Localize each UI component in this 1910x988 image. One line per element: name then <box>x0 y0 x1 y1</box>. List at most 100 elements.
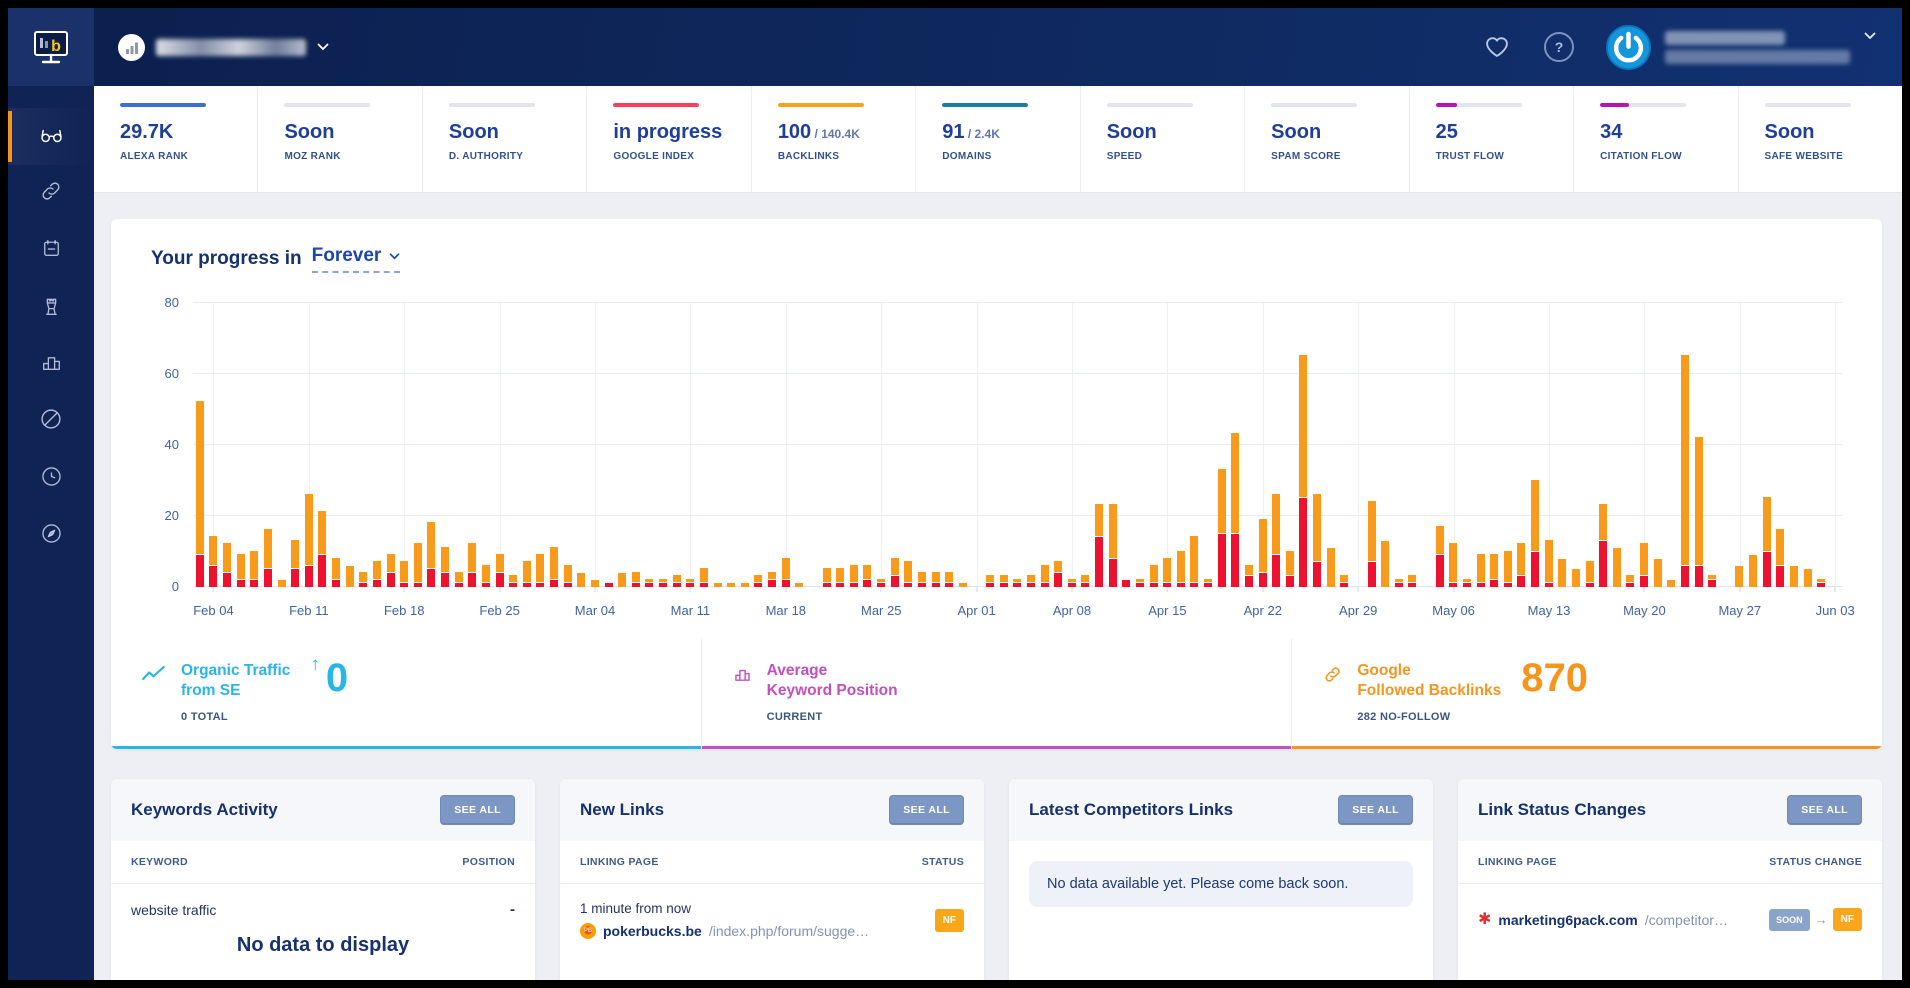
stacked-bar[interactable] <box>1776 529 1785 587</box>
stacked-bar[interactable] <box>1571 569 1580 587</box>
sidebar-item-disavow[interactable] <box>8 393 94 450</box>
stacked-bar[interactable] <box>1081 575 1090 587</box>
stacked-bar[interactable] <box>1095 504 1104 587</box>
stacked-bar[interactable] <box>1367 500 1376 587</box>
stacked-bar[interactable] <box>1667 579 1676 587</box>
stacked-bar[interactable] <box>400 561 409 587</box>
stacked-bar[interactable] <box>577 572 586 587</box>
stacked-bar[interactable] <box>1217 468 1226 587</box>
see-all-button[interactable]: SEE ALL <box>440 795 515 826</box>
period-dropdown[interactable]: Forever <box>311 245 401 273</box>
stacked-bar[interactable] <box>999 575 1008 587</box>
stacked-bar[interactable] <box>1762 497 1771 587</box>
stacked-bar[interactable] <box>1231 433 1240 587</box>
stacked-bar[interactable] <box>454 571 463 587</box>
stacked-bar[interactable] <box>495 554 504 587</box>
stacked-bar[interactable] <box>291 539 300 587</box>
stacked-bar[interactable] <box>1013 578 1022 587</box>
stacked-bar[interactable] <box>1749 555 1758 587</box>
stacked-bar[interactable] <box>604 583 613 587</box>
stacked-bar[interactable] <box>1435 525 1444 587</box>
stacked-bar[interactable] <box>1244 564 1253 587</box>
stacked-bar[interactable] <box>1476 554 1485 587</box>
see-all-button[interactable]: SEE ALL <box>889 795 964 826</box>
help-icon[interactable]: ? <box>1544 32 1574 62</box>
stacked-bar[interactable] <box>468 543 477 587</box>
stacked-bar[interactable] <box>727 583 736 587</box>
stacked-bar[interactable] <box>1640 543 1649 587</box>
stacked-bar[interactable] <box>263 529 272 587</box>
linking-page-link[interactable]: PB pokerbucks.be/index.php/forum/sugge… <box>580 923 869 940</box>
stacked-bar[interactable] <box>822 568 831 587</box>
stacked-bar[interactable] <box>1708 575 1717 587</box>
see-all-button[interactable]: SEE ALL <box>1338 795 1413 826</box>
stacked-bar[interactable] <box>1612 547 1621 587</box>
stacked-bar[interactable] <box>1680 355 1689 587</box>
stacked-bar[interactable] <box>1326 547 1335 587</box>
stacked-bar[interactable] <box>958 583 967 587</box>
stacked-bar[interactable] <box>1599 504 1608 587</box>
stacked-bar[interactable] <box>699 568 708 587</box>
stacked-bar[interactable] <box>1313 493 1322 587</box>
stacked-bar[interactable] <box>236 554 245 587</box>
stacked-bar[interactable] <box>223 543 232 587</box>
stacked-bar[interactable] <box>1299 355 1308 587</box>
stacked-bar[interactable] <box>1176 550 1185 587</box>
stacked-bar[interactable] <box>713 583 722 587</box>
stacked-bar[interactable] <box>1108 504 1117 587</box>
sidebar-item-podium[interactable] <box>8 336 94 393</box>
stacked-bar[interactable] <box>1163 557 1172 587</box>
stacked-bar[interactable] <box>672 575 681 587</box>
stacked-bar[interactable] <box>768 571 777 587</box>
stacked-bar[interactable] <box>386 554 395 587</box>
stacked-bar[interactable] <box>781 557 790 587</box>
stacked-bar[interactable] <box>931 571 940 587</box>
stacked-bar[interactable] <box>1735 565 1744 587</box>
stacked-bar[interactable] <box>645 578 654 587</box>
stacked-bar[interactable] <box>631 571 640 587</box>
sidebar-item-compass[interactable] <box>8 507 94 564</box>
stacked-bar[interactable] <box>863 564 872 587</box>
stacked-bar[interactable] <box>1135 578 1144 587</box>
stacked-bar[interactable] <box>1490 554 1499 587</box>
stacked-bar[interactable] <box>441 546 450 587</box>
sidebar-item-rook[interactable] <box>8 279 94 336</box>
stacked-bar[interactable] <box>1462 578 1471 587</box>
domain-selector[interactable] <box>118 33 329 61</box>
sidebar-item-calendar[interactable] <box>8 222 94 279</box>
stacked-bar[interactable] <box>1204 578 1213 587</box>
chevron-down-icon[interactable] <box>1864 32 1876 40</box>
stacked-bar[interactable] <box>1626 575 1635 587</box>
stacked-bar[interactable] <box>1817 578 1826 587</box>
sidebar-item-glasses[interactable] <box>8 108 94 165</box>
sidebar-item-link[interactable] <box>8 165 94 222</box>
stacked-bar[interactable] <box>1067 578 1076 587</box>
avatar[interactable] <box>1606 24 1651 70</box>
stacked-bar[interactable] <box>1054 561 1063 587</box>
stacked-bar[interactable] <box>304 493 313 587</box>
stacked-bar[interactable] <box>209 536 218 587</box>
stacked-bar[interactable] <box>1585 561 1594 587</box>
stacked-bar[interactable] <box>250 550 259 587</box>
stacked-bar[interactable] <box>1408 575 1417 587</box>
stacked-bar[interactable] <box>1531 479 1540 587</box>
stacked-bar[interactable] <box>1394 578 1403 587</box>
stacked-bar[interactable] <box>359 571 368 587</box>
see-all-button[interactable]: SEE ALL <box>1787 795 1862 826</box>
stacked-bar[interactable] <box>1040 564 1049 587</box>
stacked-bar[interactable] <box>1789 565 1798 587</box>
stacked-bar[interactable] <box>563 564 572 587</box>
stacked-bar[interactable] <box>550 546 559 587</box>
stacked-bar[interactable] <box>1026 575 1035 587</box>
stacked-bar[interactable] <box>590 579 599 587</box>
stacked-bar[interactable] <box>795 583 804 587</box>
stacked-bar[interactable] <box>195 401 204 587</box>
app-logo[interactable]: b <box>8 8 94 86</box>
stacked-bar[interactable] <box>890 557 899 587</box>
stacked-bar[interactable] <box>849 564 858 587</box>
stacked-bar[interactable] <box>277 579 286 587</box>
stacked-bar[interactable] <box>1122 579 1131 587</box>
stacked-bar[interactable] <box>1517 543 1526 587</box>
stacked-bar[interactable] <box>618 572 627 587</box>
stacked-bar[interactable] <box>877 578 886 587</box>
